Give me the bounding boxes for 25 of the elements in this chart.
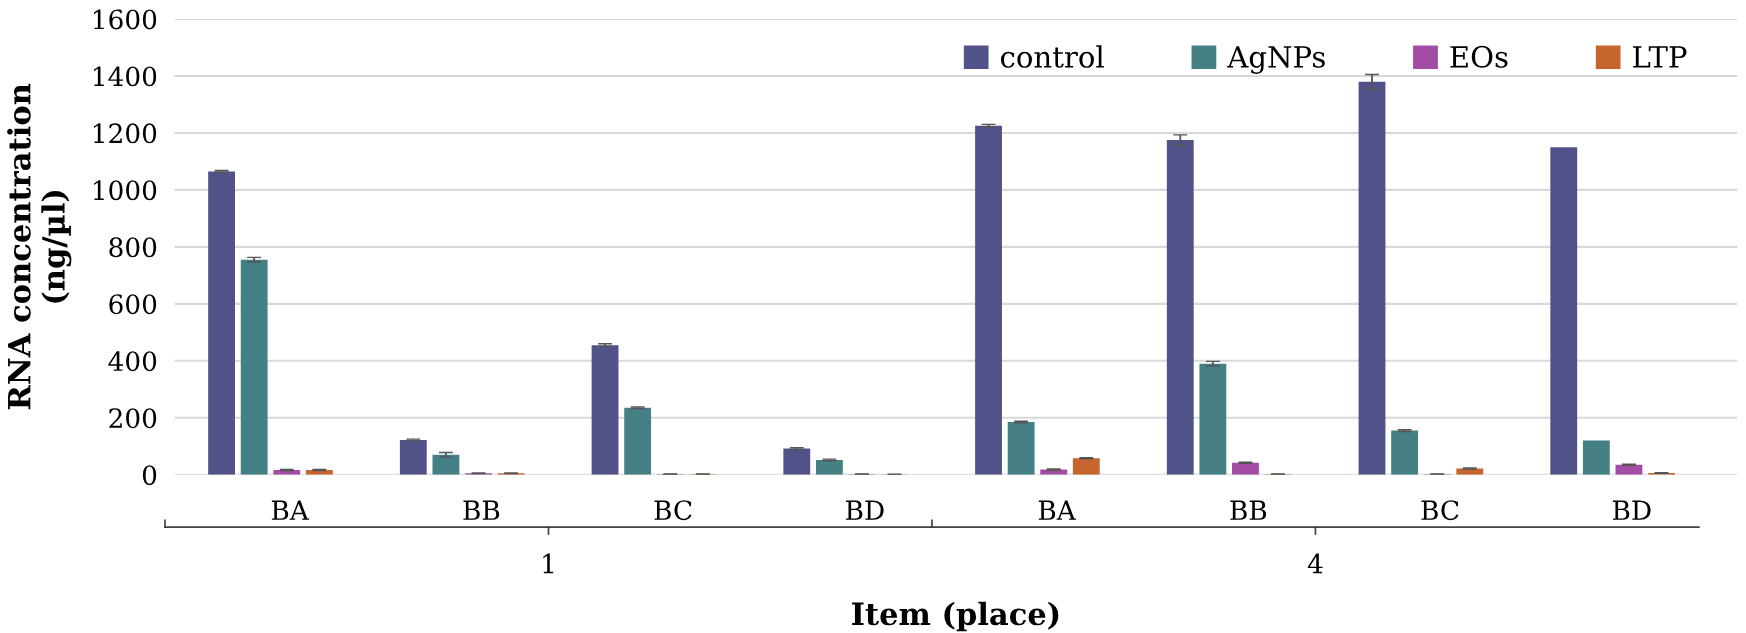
- y-tick-label: 0: [142, 465, 157, 486]
- text: 1: [543, 553, 554, 574]
- x-tick-label: BB: [463, 500, 500, 520]
- x-tick-label: BA: [1038, 500, 1077, 520]
- y-tick-label: 800: [109, 237, 157, 258]
- legend-label: AgNPs: [1227, 46, 1325, 74]
- y-tick-label: 1600: [93, 9, 157, 30]
- legend-label: control: [1000, 45, 1104, 68]
- x-tick-label: BD: [846, 500, 884, 520]
- y-tick-label: 400: [108, 351, 157, 372]
- y-tick-label: 1400: [93, 66, 157, 87]
- x-tick-label: BC: [654, 500, 692, 521]
- x-tick-label: BC: [1421, 500, 1459, 521]
- x-tick-label: BA: [271, 500, 310, 520]
- text: 4: [1307, 553, 1323, 574]
- y-tick-label: 200: [109, 408, 157, 429]
- legend-label: EOs: [1450, 45, 1508, 68]
- x-axis-title: Item (place): [852, 601, 1059, 632]
- y-tick-label: 600: [109, 294, 157, 315]
- y-axis-title: RNA concentration (ng/µl): [7, 83, 72, 410]
- x-tick-label: BD: [1613, 500, 1651, 520]
- y-tick-label: 1000: [93, 180, 157, 201]
- y-tick-label: 1200: [93, 123, 157, 144]
- legend-label: LTP: [1633, 46, 1687, 68]
- x-tick-label: BB: [1230, 500, 1267, 520]
